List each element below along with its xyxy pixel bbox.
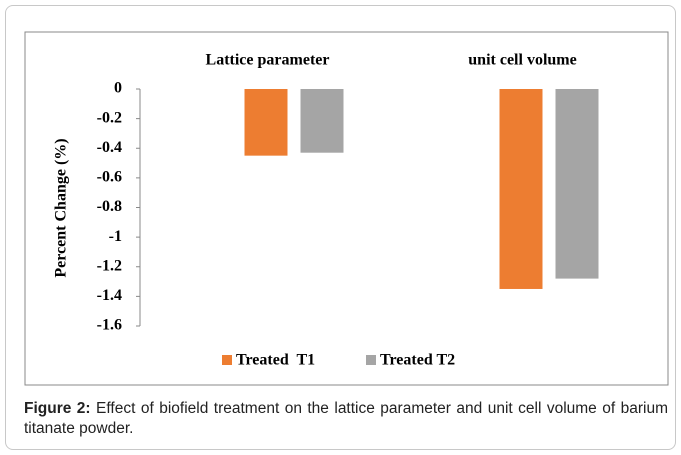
legend-swatch	[366, 355, 376, 365]
y-tick-label: -1	[109, 228, 122, 245]
y-tick-label: -0.4	[97, 139, 122, 156]
chart: Percent Change (%) 0 -0.2 -0.4 -0.6 -0.8 -1 -1…	[24, 31, 669, 386]
y-tick-label: -1.4	[97, 287, 122, 304]
caption-label: Figure 2:	[24, 400, 91, 417]
y-tick-label: -0.6	[97, 169, 122, 186]
bar	[244, 89, 288, 156]
category-label: Lattice parameter	[206, 52, 330, 69]
legend-label: Treated T1	[236, 352, 315, 369]
y-tick-label: -0.2	[97, 109, 122, 126]
y-axis-label: Percent Change (%)	[53, 138, 70, 277]
bar	[555, 89, 599, 279]
legend-label: Treated T2	[380, 352, 455, 369]
bar	[499, 89, 543, 289]
caption-text: Effect of biofield treatment on the latt…	[24, 400, 669, 437]
caption: Figure 2: Effect of biofield treatment o…	[24, 399, 668, 439]
y-tick-label: -1.6	[97, 317, 122, 334]
bar	[300, 89, 344, 153]
y-tick-label: -1.2	[97, 257, 122, 274]
category-label: unit cell volume	[468, 52, 576, 69]
legend-swatch	[222, 355, 232, 365]
y-tick-label: 0	[114, 80, 122, 97]
figure-frame	[5, 5, 676, 450]
y-tick-label: -0.8	[97, 198, 122, 215]
